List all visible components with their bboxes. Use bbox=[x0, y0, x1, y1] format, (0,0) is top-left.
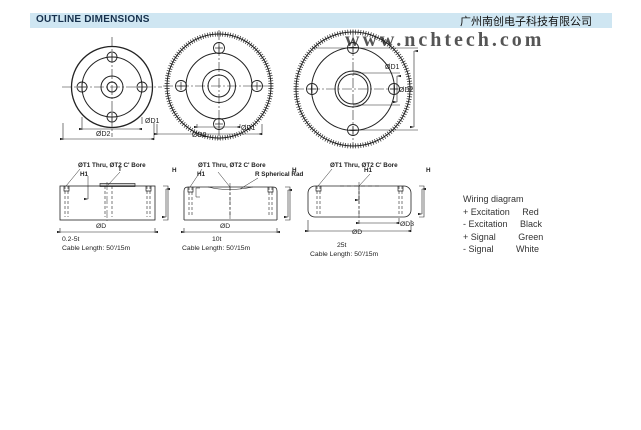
svg-text:ØD2: ØD2 bbox=[399, 87, 414, 94]
svg-text:H: H bbox=[172, 167, 177, 174]
svg-text:ØD: ØD bbox=[220, 223, 230, 230]
svg-text:25t: 25t bbox=[337, 242, 347, 249]
svg-text:Cable Length: 50'/15m: Cable Length: 50'/15m bbox=[310, 251, 379, 258]
svg-text:0.2-5t: 0.2-5t bbox=[62, 236, 79, 243]
svg-text:Cable Length: 50'/15m: Cable Length: 50'/15m bbox=[182, 245, 251, 252]
svg-text:ØT1 Thru, ØT2 C' Bore: ØT1 Thru, ØT2 C' Bore bbox=[78, 162, 146, 169]
svg-text:ØD3: ØD3 bbox=[400, 221, 414, 228]
svg-text:10t: 10t bbox=[212, 236, 222, 243]
svg-text:H1: H1 bbox=[364, 167, 373, 174]
svg-text:H1: H1 bbox=[197, 171, 206, 178]
svg-text:ØD1: ØD1 bbox=[385, 64, 400, 71]
svg-text:ØD2: ØD2 bbox=[96, 131, 111, 138]
svg-text:H: H bbox=[292, 167, 297, 174]
svg-text:H: H bbox=[426, 167, 431, 174]
svg-text:ØD2: ØD2 bbox=[192, 132, 207, 139]
svg-text:ØD1: ØD1 bbox=[145, 118, 160, 125]
svg-text:ØT1 Thru, ØT2 C' Bore: ØT1 Thru, ØT2 C' Bore bbox=[198, 162, 266, 169]
svg-text:T: T bbox=[118, 166, 122, 173]
svg-text:ØD: ØD bbox=[352, 229, 362, 236]
svg-text:ØD1: ØD1 bbox=[241, 125, 256, 132]
svg-text:ØD: ØD bbox=[96, 223, 106, 230]
svg-text:Cable Length: 50'/15m: Cable Length: 50'/15m bbox=[62, 245, 131, 252]
svg-text:H1: H1 bbox=[80, 171, 89, 178]
